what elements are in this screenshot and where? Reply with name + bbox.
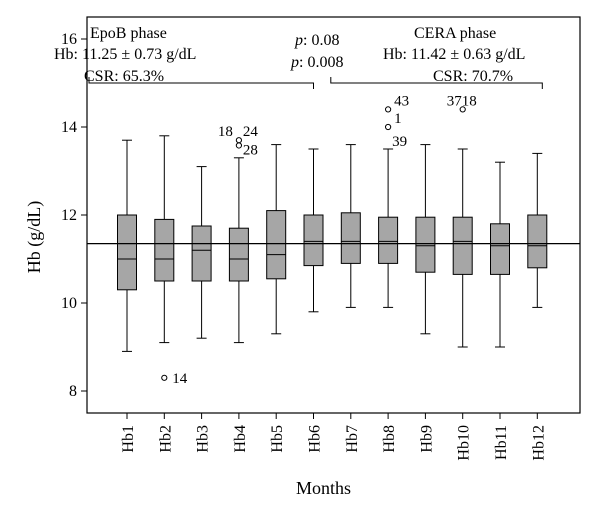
cera-title: CERA phase [414, 25, 496, 42]
x-tick-label: Hb2 [157, 425, 174, 453]
y-tick-label: 16 [61, 31, 77, 48]
x-tick-label: Hb12 [530, 425, 547, 461]
box-hb3 [191, 166, 212, 339]
box-iqr [154, 218, 175, 282]
outlier-point [385, 106, 392, 113]
outlier-label: 3718 [447, 93, 477, 109]
box-hb6 [303, 148, 324, 313]
outlier-label: 14 [172, 371, 188, 387]
cera-hb: Hb: 11.42 ± 0.63 g/dL [383, 46, 525, 63]
cera-csr: CSR: 70.7% [433, 68, 513, 85]
outlier-label: 28 [243, 142, 258, 158]
box-iqr [490, 223, 510, 275]
outliers-layer: 14 18 24 28 43 1 39 3718 [161, 93, 477, 387]
x-axis-label: Months [296, 478, 351, 498]
outlier-label: 39 [392, 134, 407, 150]
box-hb4 [228, 157, 249, 344]
p-value-2-text: : 0.008 [299, 54, 343, 71]
box-iqr [378, 216, 399, 264]
box-hb8 [378, 148, 399, 308]
box-iqr [117, 214, 137, 291]
outlier-label: 18 [218, 124, 233, 140]
box-iqr [303, 214, 324, 267]
box-hb7 [340, 144, 361, 308]
y-axis: 8 10 12 14 16 [61, 31, 87, 400]
x-tick-label: Hb10 [456, 425, 473, 461]
x-tick-label: Hb7 [344, 425, 361, 453]
outlier-point [235, 142, 242, 149]
outlier-label: 1 [394, 111, 402, 127]
x-tick-label: Hb4 [232, 425, 249, 453]
p-symbol-2: p [290, 54, 299, 71]
box-iqr [266, 210, 287, 280]
phase-bracket [330, 77, 543, 89]
box-iqr [191, 225, 212, 282]
epob-csr: CSR: 65.3% [84, 68, 164, 85]
x-tick-label: Hb6 [307, 425, 324, 453]
epob-title: EpoB phase [90, 25, 167, 42]
x-tick-label: Hb9 [418, 425, 435, 453]
p-value-1-text: : 0.08 [303, 32, 339, 49]
x-axis: Hb1 Hb2 Hb3 Hb4 Hb5 Hb6 Hb7 Hb8 Hb9 Hb10 Hb11 Hb12 [120, 413, 547, 461]
x-tick-label: Hb5 [269, 425, 286, 453]
box-hb11 [490, 161, 510, 348]
box-hb12 [527, 152, 548, 308]
outlier-point [161, 374, 168, 381]
p-value-2: p: 0.008 [290, 54, 343, 71]
p-symbol-1: p [294, 32, 303, 49]
phase-brackets [88, 77, 543, 89]
y-tick-label: 8 [69, 383, 77, 400]
x-tick-label: Hb8 [381, 425, 398, 453]
box-iqr [452, 216, 473, 275]
x-tick-label: Hb3 [195, 425, 212, 453]
box-iqr [527, 214, 548, 269]
outlier-label: 43 [394, 93, 409, 109]
outlier-point [235, 137, 242, 144]
phase-bracket [88, 77, 314, 89]
outlier-label: 24 [243, 124, 259, 140]
box-iqr [415, 216, 436, 273]
x-tick-label: Hb11 [493, 425, 510, 460]
box-hb2 [154, 135, 175, 344]
y-tick-label: 14 [61, 119, 77, 136]
box-hb5 [266, 144, 287, 335]
x-tick-label: Hb1 [120, 425, 137, 453]
box-iqr [340, 212, 361, 264]
box-hb1 [117, 139, 137, 352]
box-hb9 [415, 144, 436, 335]
y-tick-label: 12 [61, 207, 77, 224]
outlier-point [459, 106, 466, 113]
outlier-point [385, 123, 392, 131]
box-iqr [228, 227, 249, 282]
boxes-layer [117, 135, 548, 352]
epob-hb: Hb: 11.25 ± 0.73 g/dL [54, 46, 196, 63]
p-value-1: p: 0.08 [294, 32, 339, 49]
y-tick-label: 10 [61, 295, 77, 312]
box-hb10 [452, 148, 473, 348]
y-axis-label: Hb (g/dL) [24, 201, 45, 273]
